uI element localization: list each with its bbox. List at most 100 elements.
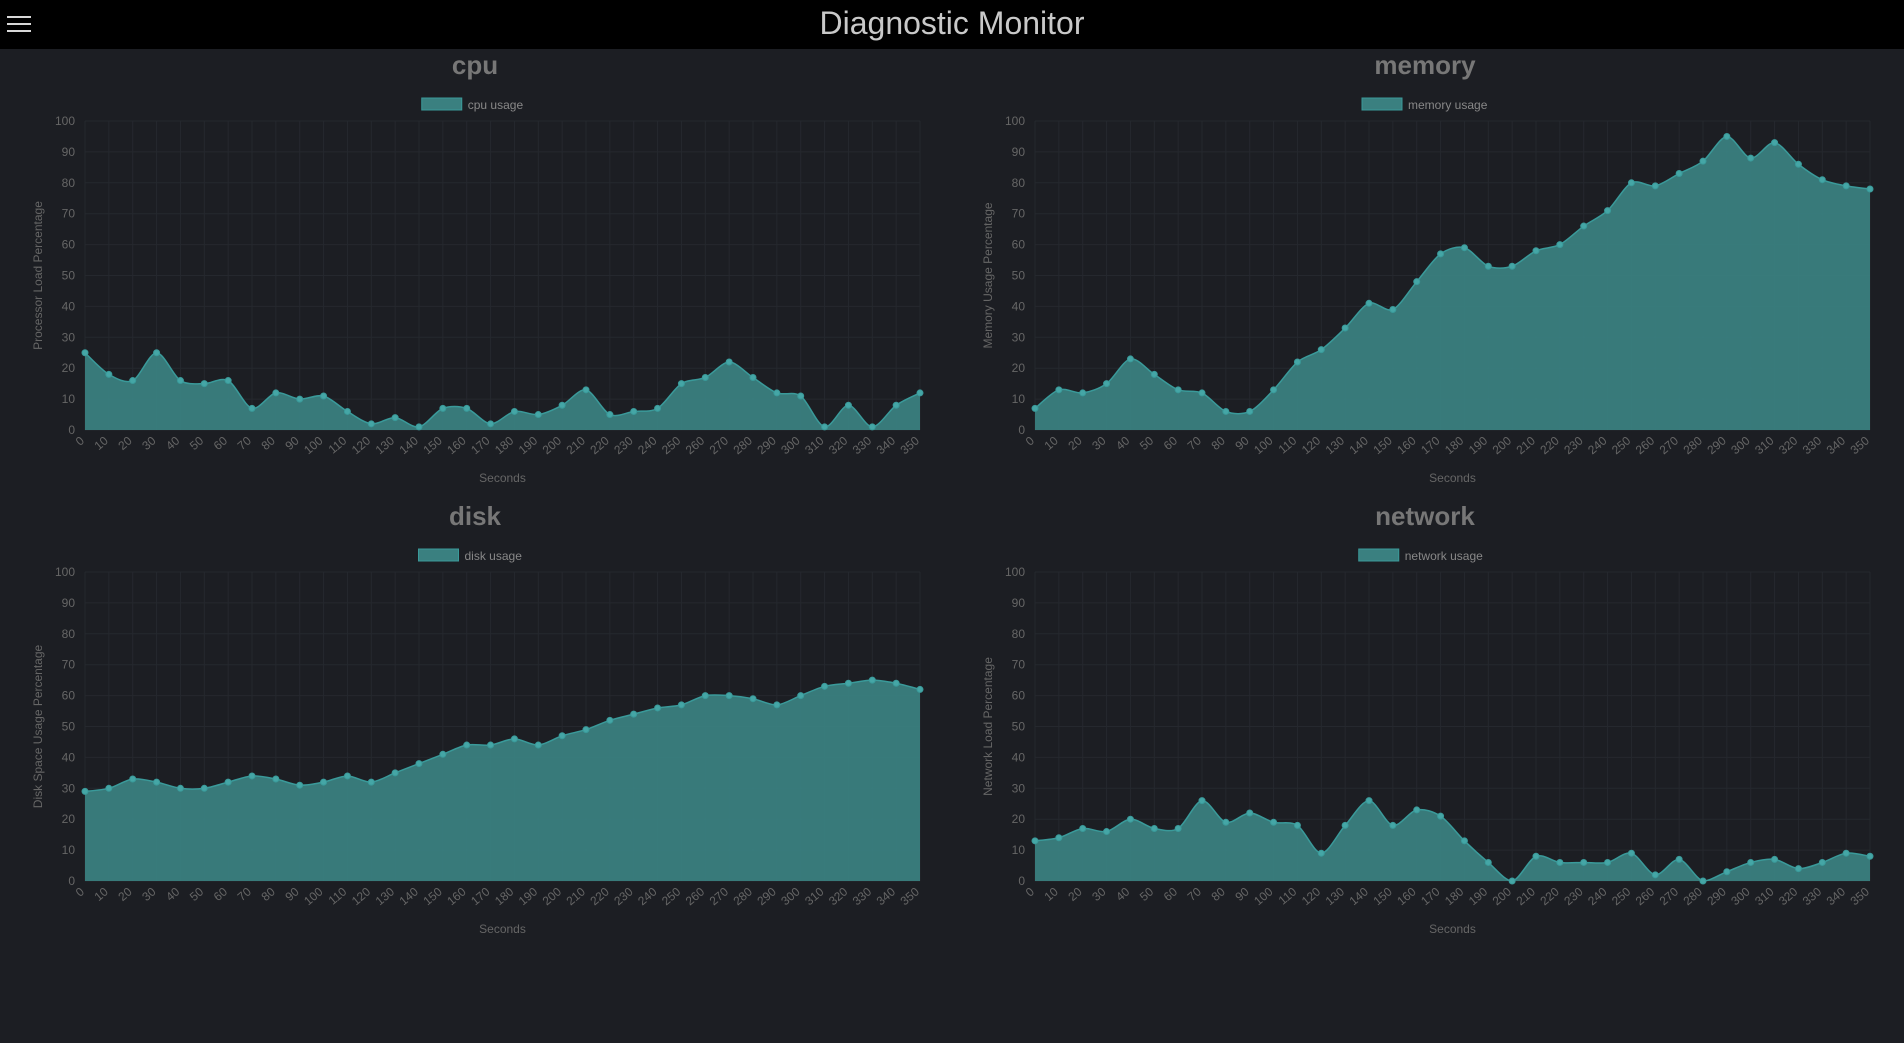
data-point[interactable]	[129, 775, 137, 783]
data-point[interactable]	[558, 732, 566, 740]
data-point[interactable]	[1246, 809, 1254, 817]
data-point[interactable]	[415, 423, 423, 431]
data-point[interactable]	[1031, 837, 1039, 845]
data-point[interactable]	[1818, 176, 1826, 184]
legend[interactable]: network usage	[1358, 548, 1483, 563]
data-point[interactable]	[1604, 207, 1612, 215]
data-point[interactable]	[773, 389, 781, 397]
data-point[interactable]	[320, 392, 328, 400]
data-point[interactable]	[343, 407, 351, 415]
data-point[interactable]	[1126, 815, 1134, 823]
data-point[interactable]	[1389, 305, 1397, 313]
data-point[interactable]	[1246, 407, 1254, 415]
data-point[interactable]	[1842, 849, 1850, 857]
data-point[interactable]	[1675, 855, 1683, 863]
data-point[interactable]	[1317, 346, 1325, 354]
data-point[interactable]	[606, 716, 614, 724]
data-point[interactable]	[1818, 858, 1826, 866]
data-point[interactable]	[892, 401, 900, 409]
data-point[interactable]	[224, 377, 232, 385]
data-point[interactable]	[272, 389, 280, 397]
data-point[interactable]	[1413, 278, 1421, 286]
data-point[interactable]	[1365, 299, 1373, 307]
data-point[interactable]	[1651, 182, 1659, 190]
data-point[interactable]	[725, 358, 733, 366]
data-point[interactable]	[510, 407, 518, 415]
data-point[interactable]	[1627, 849, 1635, 857]
data-point[interactable]	[463, 404, 471, 412]
data-point[interactable]	[606, 411, 614, 419]
data-point[interactable]	[797, 392, 805, 400]
data-point[interactable]	[1293, 821, 1301, 829]
data-point[interactable]	[367, 420, 375, 428]
data-point[interactable]	[153, 349, 161, 357]
data-point[interactable]	[630, 710, 638, 718]
data-point[interactable]	[1341, 821, 1349, 829]
data-point[interactable]	[1747, 858, 1755, 866]
data-point[interactable]	[176, 784, 184, 792]
data-point[interactable]	[725, 692, 733, 700]
hamburger-menu-icon[interactable]	[7, 13, 31, 35]
data-point[interactable]	[1389, 821, 1397, 829]
data-point[interactable]	[1460, 837, 1468, 845]
data-point[interactable]	[1437, 250, 1445, 258]
data-point[interactable]	[1317, 849, 1325, 857]
data-point[interactable]	[1794, 865, 1802, 873]
data-point[interactable]	[1771, 139, 1779, 147]
data-point[interactable]	[391, 769, 399, 777]
data-point[interactable]	[844, 679, 852, 687]
data-point[interactable]	[296, 395, 304, 403]
data-point[interactable]	[797, 692, 805, 700]
data-point[interactable]	[821, 682, 829, 690]
data-point[interactable]	[1484, 858, 1492, 866]
data-point[interactable]	[1222, 818, 1230, 826]
data-point[interactable]	[1103, 828, 1111, 836]
data-point[interactable]	[1532, 247, 1540, 255]
data-point[interactable]	[81, 787, 89, 795]
data-point[interactable]	[1675, 170, 1683, 178]
data-point[interactable]	[868, 676, 876, 684]
data-point[interactable]	[1198, 389, 1206, 397]
data-point[interactable]	[200, 784, 208, 792]
data-point[interactable]	[654, 404, 662, 412]
data-point[interactable]	[582, 726, 590, 734]
data-point[interactable]	[1460, 244, 1468, 252]
data-point[interactable]	[1079, 389, 1087, 397]
data-point[interactable]	[1341, 324, 1349, 332]
data-point[interactable]	[463, 741, 471, 749]
data-point[interactable]	[1771, 855, 1779, 863]
data-point[interactable]	[487, 420, 495, 428]
data-point[interactable]	[1484, 262, 1492, 270]
data-point[interactable]	[1126, 355, 1134, 363]
data-point[interactable]	[81, 349, 89, 357]
data-point[interactable]	[749, 373, 757, 381]
data-point[interactable]	[1794, 160, 1802, 168]
data-point[interactable]	[1556, 241, 1564, 249]
data-point[interactable]	[916, 685, 924, 693]
data-point[interactable]	[1103, 380, 1111, 388]
data-point[interactable]	[391, 414, 399, 422]
data-point[interactable]	[1699, 157, 1707, 165]
data-point[interactable]	[1055, 386, 1063, 394]
data-point[interactable]	[1413, 806, 1421, 814]
data-point[interactable]	[1723, 868, 1731, 876]
data-point[interactable]	[129, 377, 137, 385]
data-point[interactable]	[200, 380, 208, 388]
data-point[interactable]	[1723, 132, 1731, 140]
data-point[interactable]	[654, 704, 662, 712]
data-point[interactable]	[1031, 404, 1039, 412]
data-point[interactable]	[1174, 386, 1182, 394]
data-point[interactable]	[1580, 858, 1588, 866]
data-point[interactable]	[773, 701, 781, 709]
data-point[interactable]	[1699, 877, 1707, 885]
data-point[interactable]	[916, 389, 924, 397]
data-point[interactable]	[343, 772, 351, 780]
data-point[interactable]	[677, 380, 685, 388]
legend[interactable]: cpu usage	[421, 97, 524, 112]
data-point[interactable]	[701, 692, 709, 700]
data-point[interactable]	[534, 411, 542, 419]
data-point[interactable]	[677, 701, 685, 709]
data-point[interactable]	[487, 741, 495, 749]
data-point[interactable]	[1270, 818, 1278, 826]
data-point[interactable]	[105, 784, 113, 792]
